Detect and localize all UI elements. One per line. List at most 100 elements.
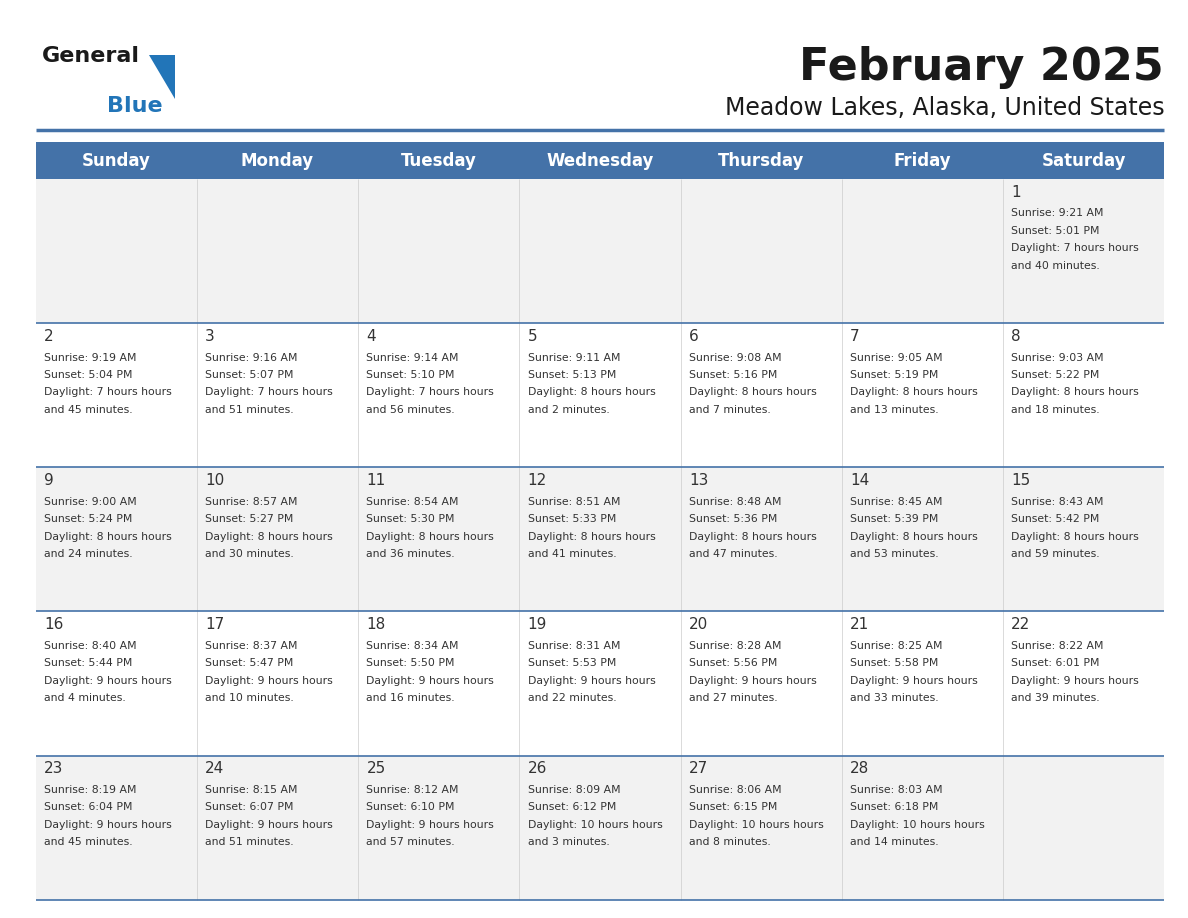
- Text: Daylight: 9 hours hours: Daylight: 9 hours hours: [206, 820, 333, 830]
- FancyBboxPatch shape: [519, 467, 681, 611]
- Text: and 51 minutes.: and 51 minutes.: [206, 405, 293, 415]
- Text: Sunrise: 9:05 AM: Sunrise: 9:05 AM: [851, 353, 943, 363]
- FancyBboxPatch shape: [842, 142, 1003, 179]
- FancyBboxPatch shape: [681, 179, 842, 323]
- Text: Sunrise: 8:37 AM: Sunrise: 8:37 AM: [206, 641, 298, 651]
- Text: 15: 15: [1011, 473, 1030, 487]
- Text: Sunset: 5:36 PM: Sunset: 5:36 PM: [689, 514, 777, 524]
- Text: Daylight: 8 hours hours: Daylight: 8 hours hours: [1011, 532, 1139, 542]
- Text: Sunset: 5:56 PM: Sunset: 5:56 PM: [689, 658, 777, 668]
- Text: Sunset: 5:04 PM: Sunset: 5:04 PM: [44, 370, 132, 380]
- Text: Sunrise: 8:12 AM: Sunrise: 8:12 AM: [366, 785, 459, 795]
- Text: Sunrise: 9:16 AM: Sunrise: 9:16 AM: [206, 353, 298, 363]
- Text: Sunset: 6:15 PM: Sunset: 6:15 PM: [689, 802, 777, 812]
- Text: Sunrise: 9:19 AM: Sunrise: 9:19 AM: [44, 353, 137, 363]
- FancyBboxPatch shape: [519, 611, 681, 756]
- Text: Daylight: 10 hours hours: Daylight: 10 hours hours: [527, 820, 663, 830]
- FancyBboxPatch shape: [842, 611, 1003, 756]
- Text: Sunset: 5:10 PM: Sunset: 5:10 PM: [366, 370, 455, 380]
- Text: Sunset: 5:39 PM: Sunset: 5:39 PM: [851, 514, 939, 524]
- Text: 28: 28: [851, 761, 870, 776]
- FancyBboxPatch shape: [842, 467, 1003, 611]
- FancyBboxPatch shape: [197, 611, 358, 756]
- Text: Sunset: 5:53 PM: Sunset: 5:53 PM: [527, 658, 617, 668]
- FancyBboxPatch shape: [36, 611, 197, 756]
- Text: Sunset: 6:07 PM: Sunset: 6:07 PM: [206, 802, 293, 812]
- Text: Sunset: 5:01 PM: Sunset: 5:01 PM: [1011, 226, 1100, 236]
- Text: Sunset: 5:19 PM: Sunset: 5:19 PM: [851, 370, 939, 380]
- Text: and 47 minutes.: and 47 minutes.: [689, 549, 777, 559]
- Text: and 22 minutes.: and 22 minutes.: [527, 693, 617, 703]
- Text: and 33 minutes.: and 33 minutes.: [851, 693, 939, 703]
- Text: Daylight: 10 hours hours: Daylight: 10 hours hours: [851, 820, 985, 830]
- Text: Saturday: Saturday: [1042, 151, 1126, 170]
- FancyBboxPatch shape: [681, 467, 842, 611]
- Text: Daylight: 8 hours hours: Daylight: 8 hours hours: [851, 532, 978, 542]
- Text: and 10 minutes.: and 10 minutes.: [206, 693, 293, 703]
- Text: Sunrise: 8:34 AM: Sunrise: 8:34 AM: [366, 641, 459, 651]
- Text: General: General: [42, 46, 139, 66]
- Text: 21: 21: [851, 617, 870, 632]
- FancyBboxPatch shape: [681, 756, 842, 900]
- Text: Sunset: 5:42 PM: Sunset: 5:42 PM: [1011, 514, 1100, 524]
- FancyBboxPatch shape: [36, 756, 197, 900]
- Text: and 14 minutes.: and 14 minutes.: [851, 837, 939, 847]
- Text: and 45 minutes.: and 45 minutes.: [44, 837, 133, 847]
- Text: and 51 minutes.: and 51 minutes.: [206, 837, 293, 847]
- Text: Meadow Lakes, Alaska, United States: Meadow Lakes, Alaska, United States: [725, 96, 1164, 120]
- Text: Sunset: 6:10 PM: Sunset: 6:10 PM: [366, 802, 455, 812]
- FancyBboxPatch shape: [681, 323, 842, 467]
- FancyBboxPatch shape: [1003, 467, 1164, 611]
- Text: and 30 minutes.: and 30 minutes.: [206, 549, 293, 559]
- FancyBboxPatch shape: [1003, 142, 1164, 179]
- Text: 22: 22: [1011, 617, 1030, 632]
- Text: 7: 7: [851, 329, 860, 343]
- Text: Sunset: 5:44 PM: Sunset: 5:44 PM: [44, 658, 132, 668]
- FancyBboxPatch shape: [358, 323, 519, 467]
- Text: Daylight: 7 hours hours: Daylight: 7 hours hours: [44, 387, 172, 397]
- Text: 26: 26: [527, 761, 546, 776]
- Text: Sunset: 6:12 PM: Sunset: 6:12 PM: [527, 802, 617, 812]
- Text: Daylight: 7 hours hours: Daylight: 7 hours hours: [206, 387, 333, 397]
- Text: Daylight: 10 hours hours: Daylight: 10 hours hours: [689, 820, 823, 830]
- Text: Sunrise: 9:14 AM: Sunrise: 9:14 AM: [366, 353, 459, 363]
- Text: 14: 14: [851, 473, 870, 487]
- Text: Sunrise: 8:48 AM: Sunrise: 8:48 AM: [689, 497, 782, 507]
- Text: 16: 16: [44, 617, 63, 632]
- FancyBboxPatch shape: [197, 142, 358, 179]
- Text: Sunset: 6:01 PM: Sunset: 6:01 PM: [1011, 658, 1100, 668]
- FancyBboxPatch shape: [358, 756, 519, 900]
- Text: February 2025: February 2025: [800, 46, 1164, 89]
- Text: Daylight: 9 hours hours: Daylight: 9 hours hours: [527, 676, 656, 686]
- Text: Sunset: 6:04 PM: Sunset: 6:04 PM: [44, 802, 132, 812]
- Text: 19: 19: [527, 617, 546, 632]
- Text: Sunset: 5:33 PM: Sunset: 5:33 PM: [527, 514, 617, 524]
- Text: 23: 23: [44, 761, 63, 776]
- FancyBboxPatch shape: [358, 142, 519, 179]
- Text: Daylight: 8 hours hours: Daylight: 8 hours hours: [206, 532, 333, 542]
- Text: 27: 27: [689, 761, 708, 776]
- Text: and 18 minutes.: and 18 minutes.: [1011, 405, 1100, 415]
- Text: and 45 minutes.: and 45 minutes.: [44, 405, 133, 415]
- Text: Sunset: 5:47 PM: Sunset: 5:47 PM: [206, 658, 293, 668]
- Text: Daylight: 8 hours hours: Daylight: 8 hours hours: [689, 532, 816, 542]
- Text: Sunset: 5:16 PM: Sunset: 5:16 PM: [689, 370, 777, 380]
- Text: Daylight: 8 hours hours: Daylight: 8 hours hours: [527, 387, 656, 397]
- Text: and 3 minutes.: and 3 minutes.: [527, 837, 609, 847]
- Text: Sunrise: 9:03 AM: Sunrise: 9:03 AM: [1011, 353, 1104, 363]
- Text: Sunset: 5:30 PM: Sunset: 5:30 PM: [366, 514, 455, 524]
- Text: Sunrise: 8:03 AM: Sunrise: 8:03 AM: [851, 785, 943, 795]
- Text: 11: 11: [366, 473, 386, 487]
- Text: Daylight: 9 hours hours: Daylight: 9 hours hours: [1011, 676, 1139, 686]
- Text: Sunset: 5:22 PM: Sunset: 5:22 PM: [1011, 370, 1100, 380]
- Text: Sunrise: 8:06 AM: Sunrise: 8:06 AM: [689, 785, 782, 795]
- Text: Sunrise: 8:15 AM: Sunrise: 8:15 AM: [206, 785, 298, 795]
- FancyBboxPatch shape: [197, 323, 358, 467]
- Text: Sunrise: 8:19 AM: Sunrise: 8:19 AM: [44, 785, 137, 795]
- Text: Friday: Friday: [893, 151, 952, 170]
- FancyBboxPatch shape: [358, 611, 519, 756]
- FancyBboxPatch shape: [519, 323, 681, 467]
- Text: and 7 minutes.: and 7 minutes.: [689, 405, 771, 415]
- Text: and 39 minutes.: and 39 minutes.: [1011, 693, 1100, 703]
- Text: Sunrise: 8:45 AM: Sunrise: 8:45 AM: [851, 497, 942, 507]
